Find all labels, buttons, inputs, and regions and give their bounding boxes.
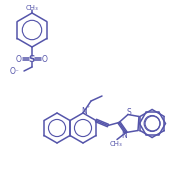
Text: S: S: [127, 108, 131, 117]
Text: S: S: [29, 55, 35, 64]
Text: O⁻: O⁻: [10, 67, 20, 77]
Text: N: N: [81, 108, 87, 117]
Text: CH₃: CH₃: [110, 140, 122, 146]
Text: CH₃: CH₃: [26, 5, 38, 11]
Text: O: O: [42, 55, 48, 64]
Text: O: O: [16, 55, 22, 64]
Text: ⁺: ⁺: [86, 106, 90, 111]
Text: N: N: [121, 131, 127, 140]
